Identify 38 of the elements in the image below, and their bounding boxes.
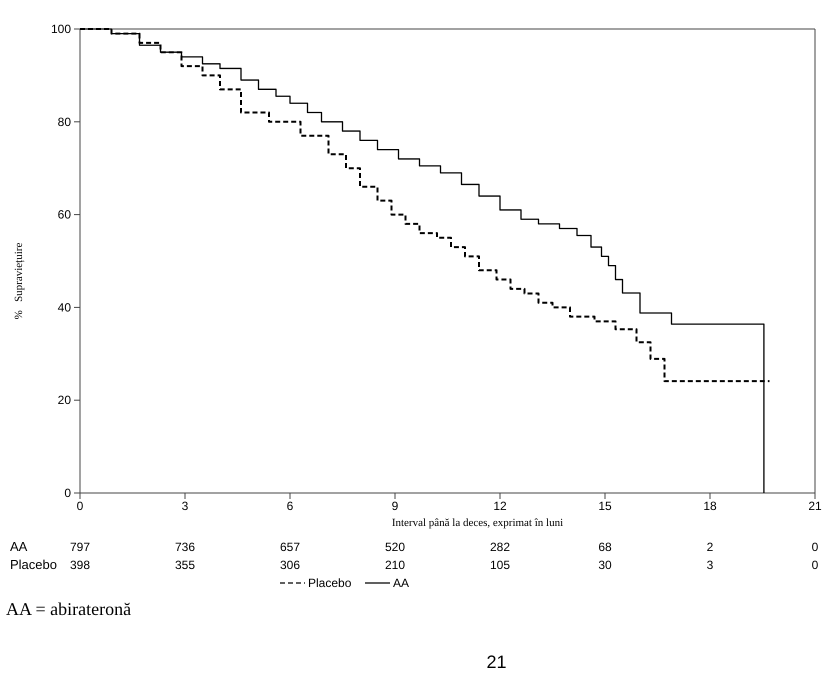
x-tick-label: 15 xyxy=(598,499,612,513)
text: 105 xyxy=(490,558,510,572)
legend-label: Placebo xyxy=(308,576,352,590)
x-tick-label: 9 xyxy=(392,499,399,513)
text: 736 xyxy=(174,540,196,554)
text: 520 xyxy=(384,540,406,554)
x-tick-label: 12 xyxy=(493,499,507,513)
x-tick-label: 6 xyxy=(286,499,294,513)
x-axis-title: Interval până la deces, exprimat în luni xyxy=(392,517,564,529)
y-axis-title: % Supraviețuire xyxy=(13,242,25,320)
legend-label: AA xyxy=(393,576,410,590)
text: 68 xyxy=(598,540,612,554)
x-tick-label: 0 xyxy=(76,499,84,513)
text: 398 xyxy=(70,558,90,572)
text: 0 xyxy=(812,540,819,554)
text: 2 xyxy=(706,540,714,554)
text: 0 xyxy=(812,558,819,572)
text: AA xyxy=(10,539,28,554)
y-tick-label: 40 xyxy=(58,300,72,314)
x-tick-label: 18 xyxy=(703,499,717,513)
y-tick-label: 60 xyxy=(58,208,72,222)
y-tick-label: 80 xyxy=(58,114,72,129)
x-tick-label: 21 xyxy=(808,499,822,513)
text: Placebo xyxy=(10,557,57,572)
text: AA = abirateronă xyxy=(6,599,132,619)
y-tick-label: 100 xyxy=(50,22,72,36)
text: 210 xyxy=(384,558,406,572)
text: 3 xyxy=(706,558,714,572)
text: 21 xyxy=(486,652,507,672)
y-tick-label: 20 xyxy=(58,393,72,408)
text: 355 xyxy=(174,558,196,572)
x-tick-label: 3 xyxy=(182,499,189,513)
text: 30 xyxy=(598,558,612,572)
text: 282 xyxy=(490,540,510,554)
y-tick-label: 0 xyxy=(64,486,72,500)
text: 797 xyxy=(70,540,90,554)
text: 306 xyxy=(280,558,300,572)
text: 657 xyxy=(280,540,300,554)
